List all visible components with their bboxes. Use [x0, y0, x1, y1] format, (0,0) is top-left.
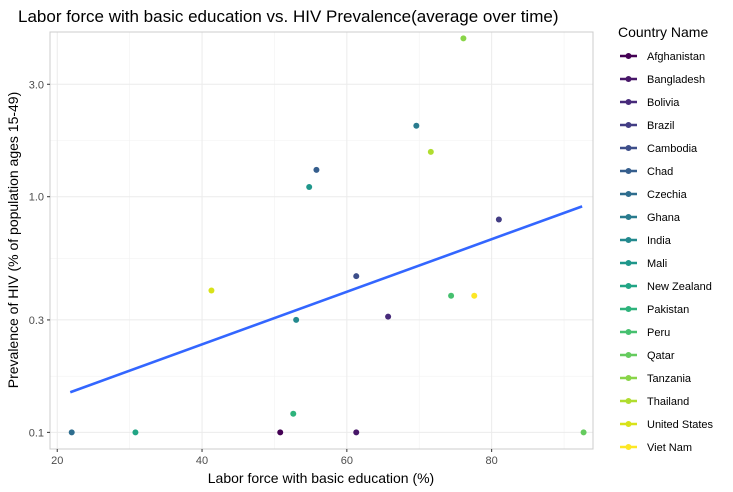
- trend-line: [69, 205, 583, 394]
- legend-label: Bolivia: [647, 97, 680, 109]
- legend-label: Pakistan: [647, 304, 689, 316]
- y-tick-label: 0.3: [29, 315, 44, 327]
- y-axis-title: Prevalence of HIV (% of population ages …: [5, 92, 21, 389]
- legend-label: Chad: [647, 166, 673, 178]
- grid-lines: [50, 32, 593, 449]
- legend-key-point: [625, 214, 632, 220]
- x-axis-ticks: 20 40 60 80: [51, 449, 498, 467]
- legend-key-point: [625, 122, 632, 128]
- legend-label: Viet Nam: [647, 442, 692, 454]
- legend-label: Bangladesh: [647, 74, 705, 86]
- legend-label: Peru: [647, 327, 670, 339]
- data-point: [580, 429, 587, 436]
- legend-key-point: [625, 421, 632, 427]
- legend-key-point: [625, 191, 632, 197]
- plot-panel-border: [49, 31, 594, 450]
- x-tick-label: 40: [196, 455, 208, 467]
- x-axis-title: Labor force with basic education (%): [208, 470, 434, 486]
- legend-key-point: [625, 306, 632, 312]
- legend-key-point: [625, 352, 632, 358]
- legend-key-point: [625, 398, 632, 404]
- data-points-layer: [68, 35, 587, 436]
- legend-label: Qatar: [647, 350, 675, 362]
- data-point: [413, 122, 420, 129]
- x-tick-label: 80: [486, 455, 498, 467]
- legend-key-point: [625, 444, 632, 450]
- legend-label: India: [647, 235, 672, 247]
- legend-label: New Zealand: [647, 281, 712, 293]
- data-point: [460, 35, 467, 42]
- legend-label: United States: [647, 419, 714, 431]
- legend-key-point: [625, 260, 632, 266]
- legend-label: Tanzania: [647, 373, 692, 385]
- y-tick-label: 1.0: [29, 192, 44, 204]
- legend-key-point: [625, 145, 632, 151]
- legend-key-point: [625, 237, 632, 243]
- legend-key-point: [625, 76, 632, 82]
- data-point: [290, 410, 297, 417]
- legend: Afghanistan Bangladesh Bolivia Brazil Cambod…: [620, 51, 714, 454]
- chart-title: Labor force with basic education vs. HIV…: [18, 7, 558, 26]
- y-axis-ticks: 0.1 0.3 1.0 3.0: [29, 79, 50, 439]
- data-point: [353, 429, 360, 436]
- data-point: [313, 166, 320, 173]
- legend-label: Afghanistan: [647, 51, 705, 63]
- legend-key-point: [625, 329, 632, 335]
- data-point: [306, 183, 313, 190]
- legend-label: Brazil: [647, 120, 675, 132]
- data-point: [208, 287, 215, 294]
- y-tick-label: 3.0: [29, 79, 44, 91]
- data-point: [293, 316, 300, 323]
- data-point: [385, 313, 392, 320]
- legend-key-point: [625, 99, 632, 105]
- legend-key-point: [625, 283, 632, 289]
- legend-label: Ghana: [647, 212, 681, 224]
- legend-title: Country Name: [618, 24, 708, 40]
- legend-label: Thailand: [647, 396, 689, 408]
- legend-label: Mali: [647, 258, 667, 270]
- data-point: [471, 292, 478, 299]
- trend-line-layer: [69, 205, 583, 394]
- data-point: [353, 273, 360, 280]
- data-point: [132, 429, 139, 436]
- legend-key-point: [625, 168, 632, 174]
- legend-label: Cambodia: [647, 143, 698, 155]
- data-point: [427, 148, 434, 155]
- legend-label: Czechia: [647, 189, 688, 201]
- data-point: [68, 429, 75, 436]
- x-tick-label: 20: [51, 455, 63, 467]
- data-point: [448, 292, 455, 299]
- legend-key-point: [625, 375, 632, 381]
- legend-key-point: [625, 53, 632, 59]
- data-point: [277, 429, 284, 436]
- data-point: [495, 216, 502, 223]
- x-tick-label: 60: [341, 455, 353, 467]
- y-tick-label: 0.1: [29, 427, 44, 439]
